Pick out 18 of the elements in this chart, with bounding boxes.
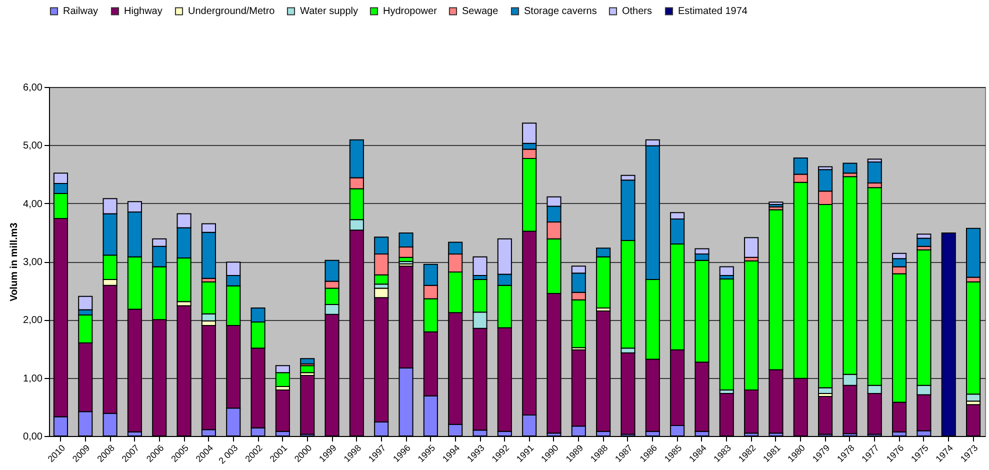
y-tick-label: 3,00 [23, 257, 43, 268]
legend-label: Hydropower [383, 6, 438, 18]
legend-label: Underground/Metro [188, 6, 276, 18]
y-tick-label: 2,00 [23, 315, 43, 326]
y-axis-title: Volum in mill.m3 [9, 222, 20, 302]
legend-label: Railway [63, 6, 98, 18]
x-tick-label: 2 003 [216, 442, 240, 466]
legend-label: Water supply [300, 6, 358, 18]
y-tick-label: 4,00 [23, 198, 43, 210]
y-tick-label: 1,00 [23, 373, 43, 384]
y-tick-label: 5,00 [23, 140, 43, 152]
legend-label: Others [622, 6, 652, 18]
legend-label: Highway [124, 6, 162, 18]
legend-label: Sewage [462, 6, 499, 18]
legend-label: Storage caverns [524, 6, 597, 18]
y-tick-label: 6,00 [23, 82, 43, 94]
y-tick-label: 0,00 [23, 432, 43, 442]
legend-label: Estimated 1974 [678, 6, 748, 18]
